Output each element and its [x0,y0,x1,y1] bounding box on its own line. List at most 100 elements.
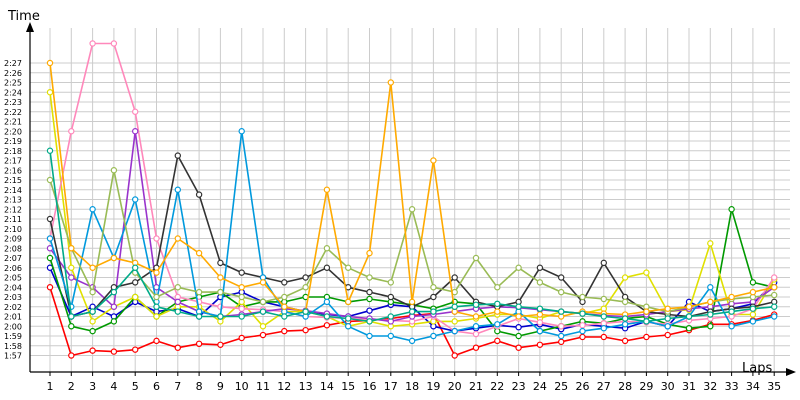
data-point [89,347,96,354]
data-point [110,318,118,325]
data-point [515,303,522,310]
data-point [771,291,778,299]
data-point [46,215,54,223]
y-tick-label: 2:22 [4,108,22,117]
x-tick-label: 18 [405,380,419,393]
data-point [685,325,693,332]
data-point [536,264,544,271]
data-point [323,298,331,306]
data-point [494,284,501,291]
y-tick-label: 2:27 [4,59,22,68]
data-point [131,346,139,353]
data-point [366,295,373,303]
x-tick-label: 24 [533,380,547,393]
data-point [494,308,501,315]
x-tick-label: 6 [153,380,160,393]
data-point [387,279,394,286]
x-tick-label: 14 [320,380,334,393]
data-point [89,327,96,335]
data-point [89,264,96,271]
data-point [323,264,331,271]
data-point [68,352,75,359]
data-point [536,327,544,335]
y-tick-label: 2:17 [4,157,22,166]
data-point [643,269,650,276]
x-tick-label: 28 [618,380,632,393]
data-point [195,340,203,347]
x-tick-label: 21 [469,380,483,393]
x-tick-label: 8 [196,380,203,393]
data-point [217,341,224,348]
data-point [174,186,181,193]
data-point [259,279,267,286]
x-tick-label: 32 [703,380,717,393]
y-tick-label: 2:05 [4,274,22,283]
data-point [579,310,586,317]
data-point [749,305,757,312]
data-point [366,307,373,314]
x-tick-label: 15 [341,380,355,393]
data-point [110,348,118,355]
data-point [238,313,245,320]
x-tick-label: 4 [110,380,117,393]
data-point [643,318,650,325]
data-point [728,308,735,315]
data-point [68,264,75,271]
x-tick-label: 19 [426,380,440,393]
data-point [749,288,757,296]
data-point [472,330,480,338]
ticks: 1:571:581:592:002:012:022:032:042:052:06… [4,59,781,393]
data-point [451,274,458,281]
data-point [536,305,544,312]
data-point [749,311,757,318]
data-point [430,308,437,315]
data-point [494,337,501,345]
data-point [579,333,586,341]
data-point [621,321,629,328]
x-tick-label: 30 [661,380,675,393]
y-tick-label: 2:19 [4,137,22,146]
data-point [46,254,54,262]
data-point [707,240,714,247]
y-tick-label: 2:01 [4,313,22,322]
series-group [46,40,778,359]
data-point [238,293,245,301]
data-point [302,284,309,291]
y-tick-label: 2:18 [4,147,22,156]
data-point [771,284,778,291]
y-tick-label: 2:16 [4,166,22,175]
data-point [621,274,629,281]
data-point [600,295,608,303]
data-point [558,338,565,346]
x-tick-label: 23 [512,380,526,393]
data-point [536,341,544,348]
data-point [472,301,480,308]
x-tick-label: 34 [746,380,760,393]
data-point [238,284,245,291]
data-point [281,303,288,310]
data-point [46,235,54,242]
data-point [110,167,118,174]
data-point [110,288,118,296]
y-tick-label: 2:20 [4,127,22,136]
data-point [366,274,373,281]
data-point [621,315,629,322]
data-point [728,206,735,213]
data-point [600,259,608,267]
data-point [558,274,565,281]
data-point [685,313,693,320]
data-point [579,327,586,335]
data-point [89,206,96,213]
data-point [430,293,437,301]
data-point [558,323,565,330]
data-point [131,108,139,115]
data-point [174,308,181,315]
data-point [600,333,608,341]
x-tick-label: 5 [132,380,139,393]
x-tick-label: 10 [235,380,249,393]
y-tick-label: 2:15 [4,176,22,185]
data-point [345,323,352,330]
y-tick-label: 2:02 [4,303,22,312]
data-point [664,331,671,339]
data-point [494,321,501,328]
